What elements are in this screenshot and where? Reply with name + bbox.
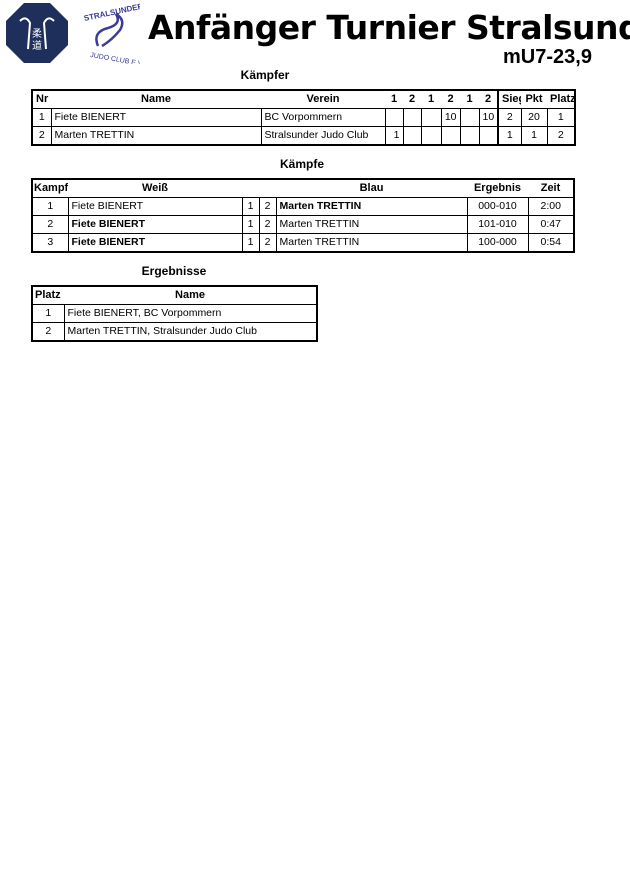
table-cell: Marten TRETTIN <box>275 233 468 253</box>
section-title-kaempfer: Kämpfer <box>240 68 290 82</box>
table-cell: 100-000 <box>466 233 529 253</box>
table-cell: 2 <box>31 322 65 342</box>
column-header <box>259 179 276 198</box>
table-cell: 1 <box>546 108 576 127</box>
table-cell: 2 <box>546 126 576 146</box>
column-header: 1 <box>421 90 441 109</box>
table-cell <box>478 126 499 146</box>
table-cell: Fiete BIENERT <box>67 233 243 253</box>
table-cell: BC Vorpommern <box>260 108 386 127</box>
table-cell: 1 <box>31 108 52 127</box>
column-header: Zeit <box>528 179 574 198</box>
table-cell: 2 <box>497 108 522 127</box>
table-cell: 1 <box>31 197 69 216</box>
column-header: Ergebnis <box>467 179 528 198</box>
column-header: Name <box>51 90 261 109</box>
table-cell: 2:00 <box>527 197 575 216</box>
table-cell: 1 <box>241 233 260 253</box>
column-header <box>242 179 259 198</box>
table-cell: 2 <box>258 233 277 253</box>
table-cell: 1 <box>241 197 260 216</box>
table-cell: Fiete BIENERT <box>67 215 243 234</box>
results-table: Platz Name 1 Fiete BIENERT, BC Vorpommern 2… <box>31 285 318 342</box>
table-row: 2 Marten TRETTIN Stralsunder Judo Club 1 1 1 2 <box>31 126 576 146</box>
table-cell: 1 <box>384 126 404 146</box>
column-header: 2 <box>441 90 460 109</box>
table-cell: 0:47 <box>527 215 575 234</box>
table-cell: 20 <box>520 108 548 127</box>
svg-text:柔: 柔 <box>32 28 42 40</box>
table-cell <box>402 126 422 146</box>
table-cell: 1 <box>241 215 260 234</box>
table-row: 2 Marten TRETTIN, Stralsunder Judo Club <box>31 322 318 342</box>
column-header: Pkt <box>521 90 547 109</box>
table-cell <box>402 108 422 127</box>
column-header: Blau <box>276 179 467 198</box>
table-cell <box>384 108 404 127</box>
svg-text:JUDO CLUB E.V.: JUDO CLUB E.V. <box>90 52 140 64</box>
table-cell: Marten TRETTIN <box>275 215 468 234</box>
column-header: Platz <box>32 286 64 305</box>
column-header: Weiß <box>68 179 242 198</box>
svg-text:道: 道 <box>32 39 42 52</box>
section-title-kaempfe: Kämpfe <box>279 157 324 171</box>
table-cell <box>459 108 480 127</box>
table-cell: Fiete BIENERT, BC Vorpommern <box>63 304 318 323</box>
section-title-ergebnisse: Ergebnisse <box>141 264 207 278</box>
column-header: Kampf <box>32 179 68 198</box>
table-cell: 2 <box>31 215 69 234</box>
column-header: Name <box>64 286 317 305</box>
column-header: 2 <box>403 90 421 109</box>
table-cell: Marten TRETTIN, Stralsunder Judo Club <box>63 322 318 342</box>
table-cell: 101-010 <box>466 215 529 234</box>
page-title: Anfänger Turnier Stralsund <box>148 8 630 47</box>
table-cell: 1 <box>497 126 522 146</box>
table-cell: Stralsunder Judo Club <box>260 126 386 146</box>
table-cell: Fiete BIENERT <box>50 108 262 127</box>
weight-category: mU7-23,9 <box>503 46 592 68</box>
column-header: 1 <box>385 90 403 109</box>
column-header: 2 <box>479 90 498 109</box>
table-cell: Fiete BIENERT <box>67 197 243 216</box>
column-header: Platz <box>547 90 575 109</box>
stralsunder-judo-club-logo: STRALSUNDER JUDO CLUB E.V. <box>83 2 140 64</box>
table-cell: 0:54 <box>527 233 575 253</box>
table-cell: 10 <box>478 108 499 127</box>
table-row: 1 Fiete BIENERT BC Vorpommern 10 10 2 20 1 <box>31 108 576 127</box>
judo-octagon-logo: 柔 道 <box>6 3 68 63</box>
table-cell: 2 <box>258 215 277 234</box>
table-cell: Marten TRETTIN <box>275 197 468 216</box>
table-row: 1 Fiete BIENERT, BC Vorpommern <box>31 304 318 323</box>
fights-table: Kampf Weiß Blau Ergebnis Zeit 1 Fiete BIENERT… <box>31 178 575 253</box>
table-row: 3 Fiete BIENERT 1 2 Marten TRETTIN 100-000 0:5… <box>31 233 575 253</box>
table-cell <box>420 108 442 127</box>
table-cell: 2 <box>31 126 52 146</box>
table-cell: 1 <box>520 126 548 146</box>
svg-text:STRALSUNDER: STRALSUNDER <box>83 2 140 23</box>
table-cell <box>440 126 461 146</box>
column-header: Verein <box>261 90 385 109</box>
table-cell: 1 <box>31 304 65 323</box>
column-header: Nr <box>32 90 51 109</box>
table-cell <box>420 126 442 146</box>
table-row: 1 Fiete BIENERT 1 2 Marten TRETTIN 000-010 2:0… <box>31 197 575 216</box>
column-header: Siege <box>497 90 521 109</box>
table-cell: Marten TRETTIN <box>50 126 262 146</box>
table-row: 2 Fiete BIENERT 1 2 Marten TRETTIN 101-010 0:4… <box>31 215 575 234</box>
column-header: 1 <box>460 90 479 109</box>
table-cell: 3 <box>31 233 69 253</box>
table-cell: 10 <box>440 108 461 127</box>
table-cell: 2 <box>258 197 277 216</box>
table-cell <box>459 126 480 146</box>
table-cell: 000-010 <box>466 197 529 216</box>
